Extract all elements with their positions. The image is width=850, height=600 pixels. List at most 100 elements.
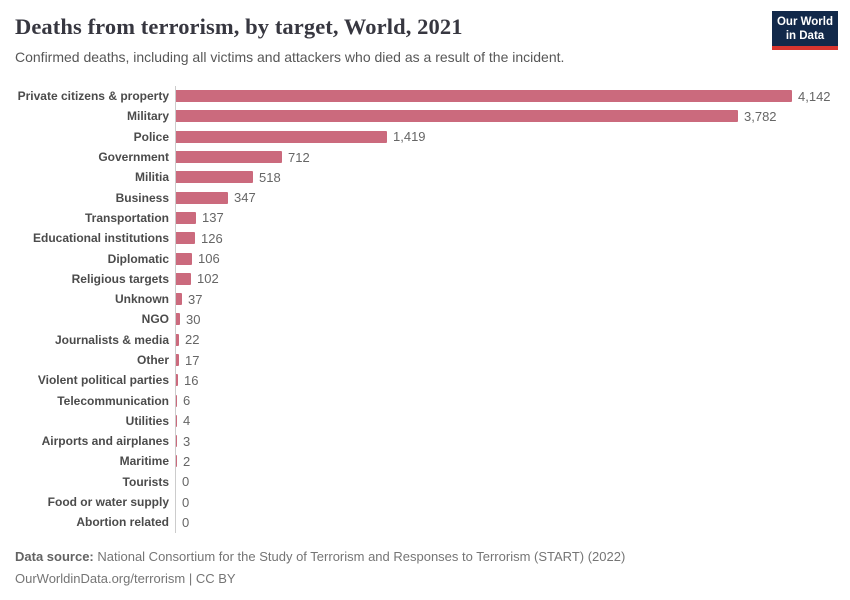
datasource-line: Data source: National Consortium for the… <box>15 546 625 568</box>
bar-cell: 102 <box>175 268 835 289</box>
bar <box>176 455 177 468</box>
value-label: 4,142 <box>798 88 831 104</box>
bar-rows: Private citizens & property 4,142 Military… <box>15 86 835 533</box>
value-label: 518 <box>259 169 281 185</box>
bar-cell: 17 <box>175 349 835 371</box>
datasource-label: Data source: <box>15 549 94 564</box>
bar-row: Utilities 4 <box>15 410 835 432</box>
bar-cell: 22 <box>175 329 835 350</box>
bar <box>176 414 177 427</box>
bar <box>176 293 182 306</box>
bar-row: Religious targets 102 <box>15 268 835 289</box>
bar-cell: 3 <box>175 431 835 452</box>
owid-logo-line2: in Data <box>785 30 825 42</box>
category-label: Transportation <box>84 210 169 225</box>
value-label: 2 <box>183 453 191 469</box>
value-label: 0 <box>182 474 190 490</box>
bar-cell: 0 <box>175 512 835 533</box>
category-label: Tourists <box>122 474 169 489</box>
category-label: Government <box>98 150 169 165</box>
value-label: 347 <box>234 190 256 206</box>
bar-cell: 518 <box>175 167 835 188</box>
bar-row: Violent political parties 16 <box>15 370 835 391</box>
category-label: Journalists & media <box>54 332 169 347</box>
category-label: Airports and airplanes <box>41 434 169 449</box>
value-label: 712 <box>288 149 310 165</box>
category-label: Maritime <box>119 454 169 469</box>
bar <box>176 354 179 366</box>
bar-cell: 106 <box>175 248 835 269</box>
category-label: Educational institutions <box>32 231 169 246</box>
bar-row: Private citizens & property 4,142 <box>15 86 835 107</box>
value-label: 17 <box>185 352 200 368</box>
value-label: 30 <box>186 311 201 327</box>
category-label: Other <box>136 353 169 367</box>
bar-cell: 30 <box>175 309 835 330</box>
bar-row: Airports and airplanes 3 <box>15 431 835 452</box>
bar <box>176 232 195 245</box>
bar-row: Maritime 2 <box>15 451 835 472</box>
category-label: NGO <box>141 312 169 327</box>
bar-row: Police 1,419 <box>15 126 835 147</box>
value-label: 102 <box>197 271 219 287</box>
value-label: 3 <box>183 433 191 449</box>
category-label: Food or water supply <box>47 495 169 510</box>
bar <box>176 211 196 224</box>
bar <box>176 313 180 326</box>
value-label: 6 <box>183 393 191 409</box>
bar <box>176 110 738 123</box>
datasource-text: National Consortium for the Study of Ter… <box>97 549 626 564</box>
bar-cell: 1,419 <box>175 126 835 147</box>
bar-cell: 6 <box>175 390 835 411</box>
category-label: Police <box>133 129 169 144</box>
value-label: 16 <box>184 372 199 388</box>
bar-cell: 712 <box>175 146 835 168</box>
owid-logo-line1: Our World <box>776 16 833 28</box>
bar-row: Government 712 <box>15 146 835 168</box>
category-label: Military <box>126 109 169 124</box>
value-label: 0 <box>182 494 190 510</box>
bar <box>176 252 192 265</box>
bar-cell: 4 <box>175 410 835 432</box>
bar-row: Unknown 37 <box>15 288 835 310</box>
bar-cell: 2 <box>175 451 835 472</box>
bar <box>176 171 253 184</box>
bar-row: NGO 30 <box>15 309 835 330</box>
value-label: 1,419 <box>393 129 426 145</box>
bar <box>176 394 177 407</box>
bar-row: Military 3,782 <box>15 106 835 127</box>
chart-subtitle: Confirmed deaths, including all victims … <box>15 49 565 65</box>
bar-row: Abortion related 0 <box>15 512 835 533</box>
bar <box>176 191 228 204</box>
bar-row: Diplomatic 106 <box>15 248 835 269</box>
category-label: Unknown <box>115 292 169 307</box>
bar-row: Tourists 0 <box>15 471 835 492</box>
bar <box>176 333 179 346</box>
bar-row: Educational institutions 126 <box>15 228 835 249</box>
bar <box>176 151 282 164</box>
bar-chart: Private citizens & property 4,142 Military… <box>15 86 835 533</box>
bar-cell: 347 <box>175 187 835 208</box>
bar-cell: 137 <box>175 207 835 229</box>
bar-row: Business 347 <box>15 187 835 208</box>
bar <box>176 374 178 387</box>
value-label: 0 <box>182 514 190 530</box>
value-label: 126 <box>201 230 223 246</box>
value-label: 137 <box>202 210 224 226</box>
category-label: Militia <box>134 170 169 185</box>
bar <box>176 90 792 103</box>
bar-cell: 0 <box>175 471 835 492</box>
bar-cell: 4,142 <box>175 86 835 107</box>
category-label: Abortion related <box>76 515 169 530</box>
bar-cell: 16 <box>175 370 835 391</box>
chart-footer: Data source: National Consortium for the… <box>15 546 625 589</box>
category-label: Diplomatic <box>107 251 169 266</box>
bar <box>176 272 191 285</box>
category-label: Utilities <box>125 413 169 428</box>
category-label: Violent political parties <box>37 373 169 388</box>
chart-title: Deaths from terrorism, by target, World,… <box>15 14 463 39</box>
value-label: 37 <box>188 291 203 307</box>
bar-cell: 37 <box>175 288 835 310</box>
category-label: Religious targets <box>71 271 169 286</box>
